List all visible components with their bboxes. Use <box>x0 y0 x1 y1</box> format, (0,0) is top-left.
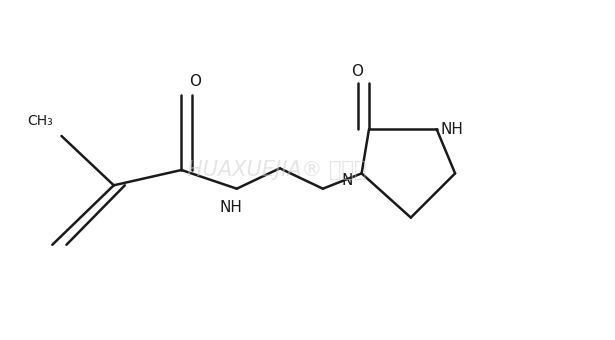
Text: NH: NH <box>440 122 464 137</box>
Text: CH₃: CH₃ <box>27 114 53 128</box>
Text: N: N <box>342 173 353 188</box>
Text: O: O <box>189 74 202 89</box>
Text: HUAXUEJIA® 华学加: HUAXUEJIA® 华学加 <box>187 160 367 180</box>
Text: O: O <box>351 64 363 79</box>
Text: NH: NH <box>219 200 242 215</box>
